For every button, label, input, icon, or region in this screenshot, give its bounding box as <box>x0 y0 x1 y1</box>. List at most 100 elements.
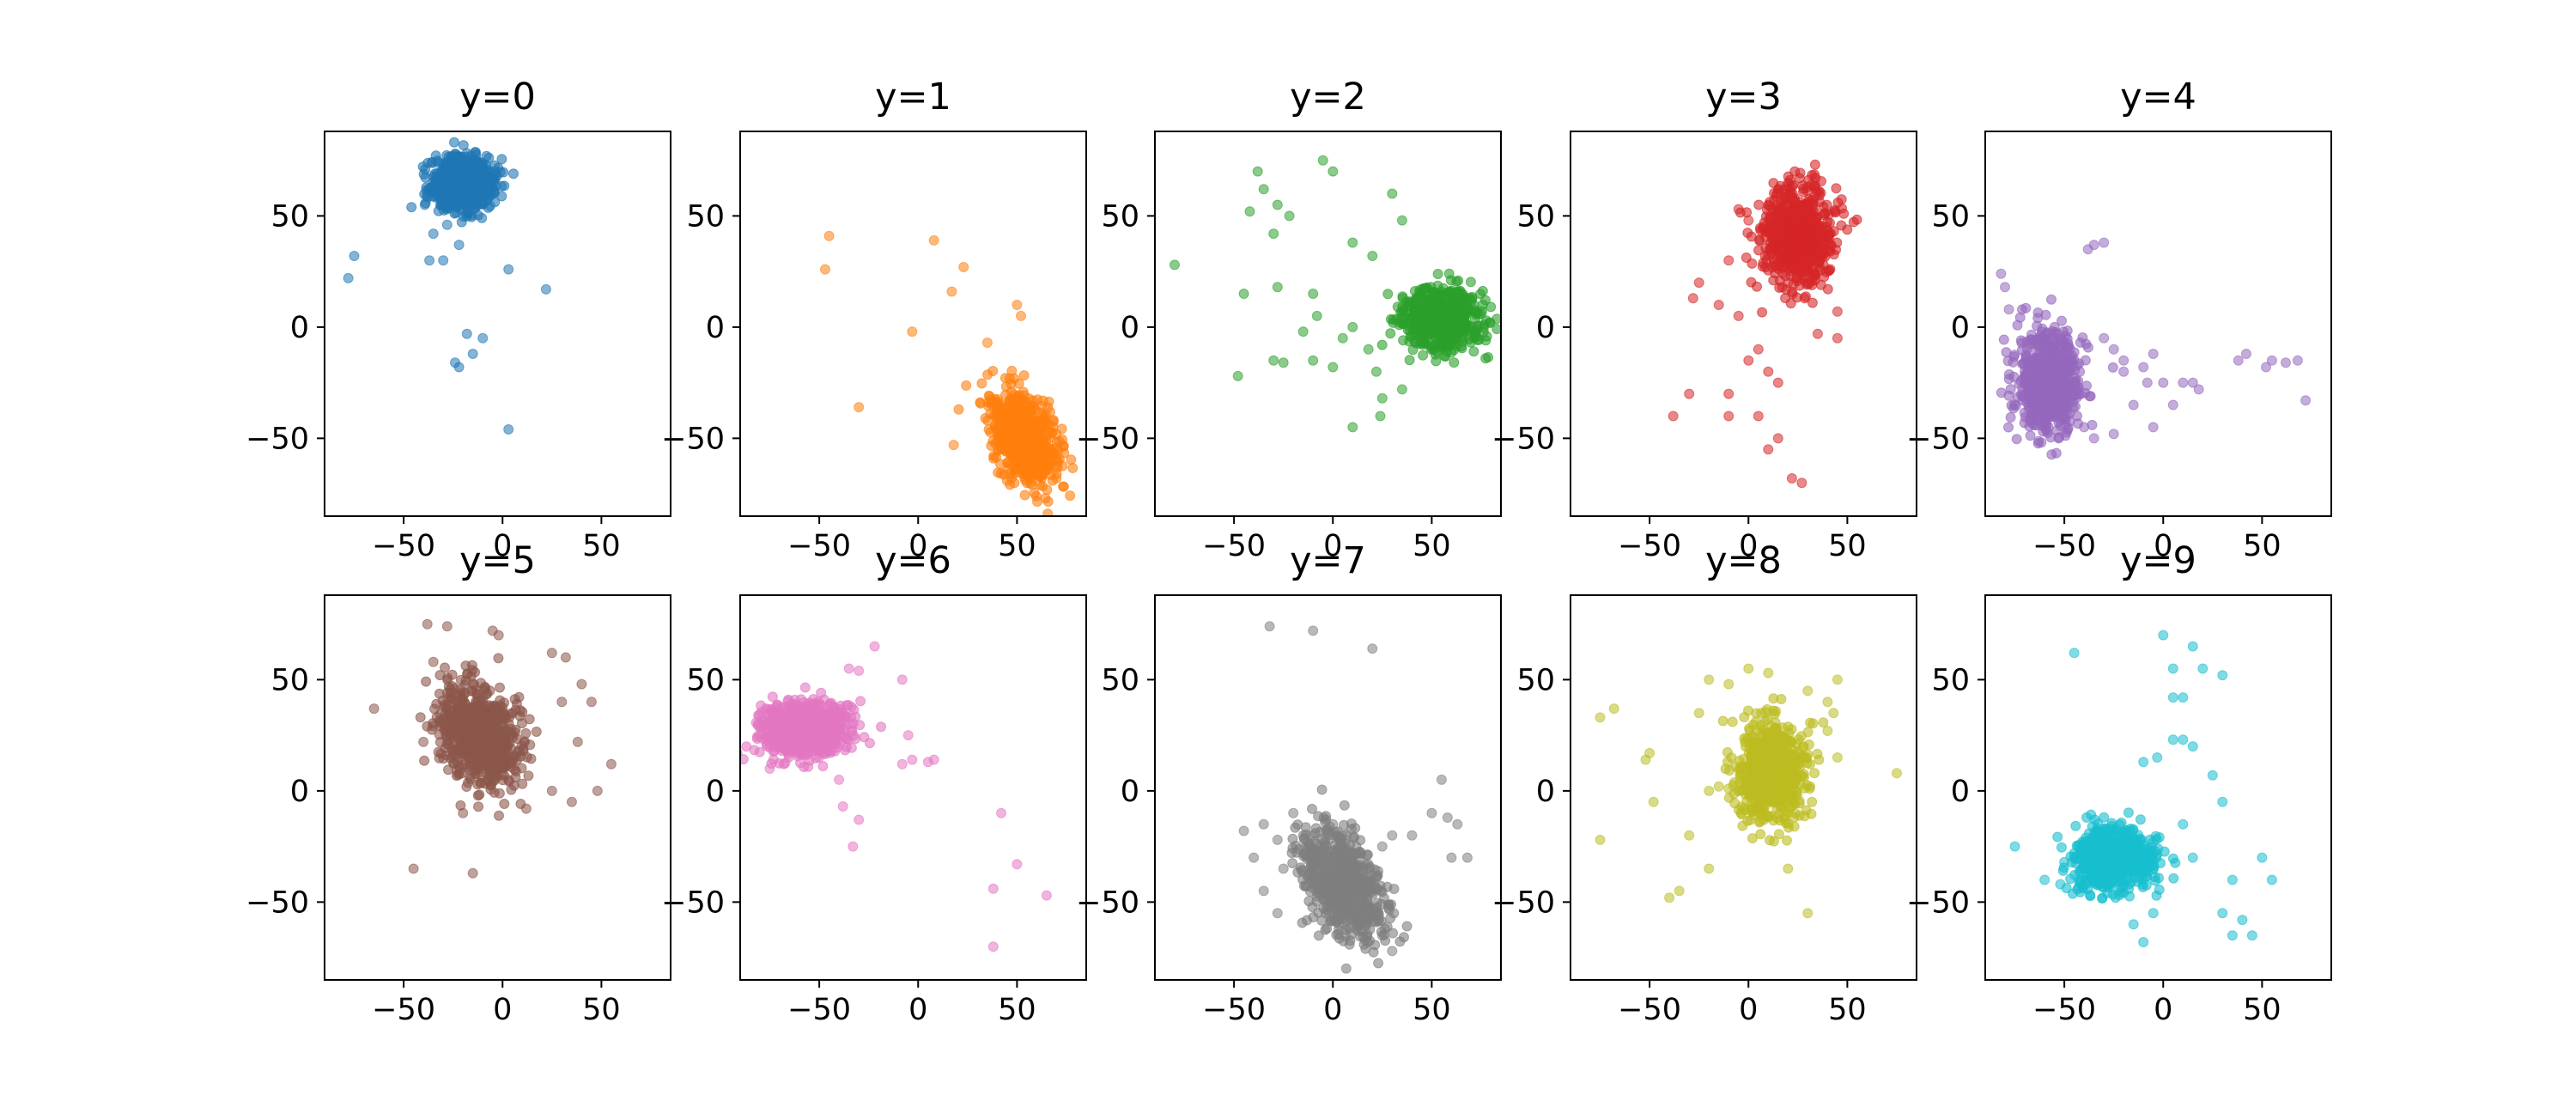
data-point <box>1397 293 1408 304</box>
data-point <box>1437 334 1449 345</box>
x-tick-label: 50 <box>1413 529 1451 563</box>
data-point <box>2020 366 2030 377</box>
subplot-title: y=1 <box>875 76 951 119</box>
data-point <box>479 192 490 202</box>
data-point <box>2048 390 2059 401</box>
data-point <box>2032 438 2044 449</box>
data-point <box>1759 217 1770 228</box>
data-point <box>1453 326 1464 338</box>
data-point <box>2029 386 2040 398</box>
data-point <box>1284 210 1295 222</box>
data-point <box>508 168 519 179</box>
data-point <box>2020 350 2032 361</box>
data-point <box>2066 385 2077 396</box>
data-point <box>1232 370 1243 381</box>
data-point <box>2035 398 2046 409</box>
data-point <box>1804 242 1815 253</box>
data-point <box>430 150 441 161</box>
data-point <box>762 740 772 751</box>
data-point <box>1842 224 1853 235</box>
y-tick-label: 0 <box>1951 311 1970 345</box>
data-point <box>1065 490 1076 502</box>
data-point <box>1787 188 1798 199</box>
data-point <box>473 801 484 812</box>
data-point <box>491 771 502 782</box>
x-tick-label: 50 <box>582 993 621 1027</box>
data-point <box>988 410 999 421</box>
data-point <box>441 621 453 632</box>
data-point <box>467 867 478 879</box>
data-point <box>948 440 959 451</box>
axes-frame <box>1154 131 1502 517</box>
data-point <box>1432 269 1443 279</box>
data-point <box>546 785 557 796</box>
data-point <box>2024 421 2035 432</box>
data-point <box>453 362 465 373</box>
data-point <box>494 810 504 821</box>
data-point <box>2014 312 2026 323</box>
data-point <box>1796 258 1807 269</box>
y-tick-label: 50 <box>270 199 309 234</box>
data-point <box>487 708 498 719</box>
data-point <box>1013 463 1024 474</box>
data-point <box>2108 429 2119 440</box>
x-tick-label: −50 <box>1618 529 1681 563</box>
data-point <box>1723 411 1735 422</box>
data-point <box>496 191 507 202</box>
data-point <box>1008 394 1019 405</box>
data-point <box>1025 400 1036 411</box>
x-tick-label: 0 <box>1739 529 1758 563</box>
data-point <box>566 796 577 807</box>
data-point <box>2003 390 2014 401</box>
data-point <box>953 404 964 415</box>
data-point <box>2178 377 2189 388</box>
data-point <box>999 417 1011 428</box>
data-point <box>2148 422 2159 433</box>
data-point <box>1406 311 1418 322</box>
data-point <box>1794 173 1805 184</box>
data-point <box>1410 295 1421 306</box>
data-point <box>476 700 486 710</box>
data-point <box>482 751 493 763</box>
data-point <box>1800 217 1811 228</box>
data-point <box>467 665 478 676</box>
y-tick-label: 50 <box>686 199 725 234</box>
y-tick-label: −50 <box>661 422 725 456</box>
data-point <box>1010 447 1021 458</box>
data-point <box>1244 206 1255 217</box>
x-tick-label: 50 <box>1828 529 1867 563</box>
data-point <box>1811 211 1822 222</box>
data-point <box>2187 377 2198 388</box>
data-point <box>438 255 449 266</box>
data-point <box>2142 377 2153 388</box>
data-point <box>434 179 445 191</box>
data-point <box>2099 332 2110 344</box>
data-point <box>1492 324 1501 335</box>
data-point <box>799 682 811 693</box>
data-point <box>491 171 502 182</box>
y-tick-label: −50 <box>1906 422 1970 456</box>
points-group <box>1668 159 1862 489</box>
data-point <box>1465 277 1476 288</box>
data-point <box>1825 217 1835 228</box>
data-point <box>523 770 534 782</box>
data-point <box>451 770 462 782</box>
data-point <box>2079 422 2090 433</box>
x-tick-label: −50 <box>787 529 851 563</box>
data-point <box>2193 384 2204 395</box>
data-point <box>1786 473 1797 484</box>
data-point <box>507 729 518 740</box>
axes-frame <box>324 594 671 981</box>
data-point <box>1772 377 1783 388</box>
data-point <box>1018 471 1030 483</box>
data-point <box>408 863 419 874</box>
data-point <box>1743 215 1754 226</box>
axes-frame <box>1984 131 2332 517</box>
points-group <box>820 230 1078 516</box>
data-point <box>1795 248 1807 259</box>
data-point <box>470 740 481 751</box>
data-point <box>841 741 852 752</box>
